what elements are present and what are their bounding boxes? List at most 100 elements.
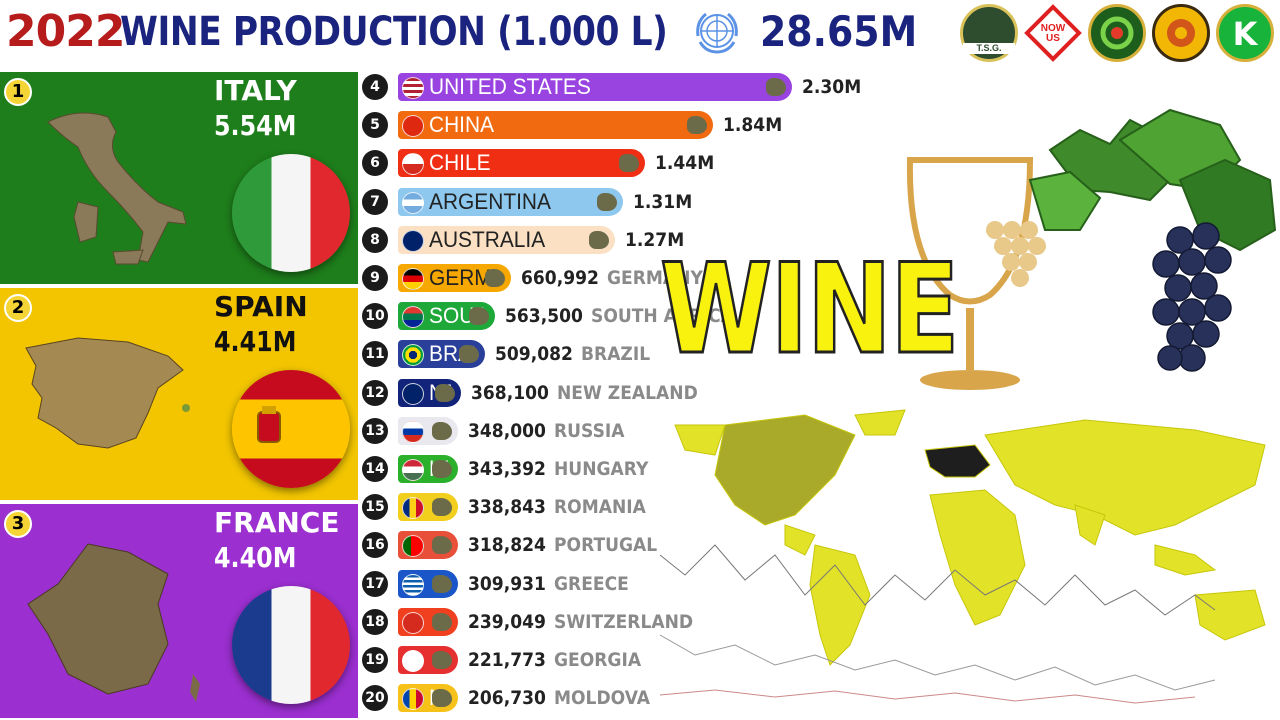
russia-flag-icon <box>402 420 424 443</box>
bar-rank: 15 <box>362 494 388 521</box>
bar-outside-name: GEORGIA <box>554 649 642 671</box>
bar-value: 343,392 <box>468 458 546 480</box>
now-us-logo-text: NOW US <box>1040 23 1066 44</box>
world-map-icon <box>659 409 1266 704</box>
country-shape-icon <box>597 192 617 211</box>
chart-title: WINE PRODUCTION (1.000 L) <box>120 9 668 55</box>
bar-outside-name: PORTUGAL <box>554 534 658 557</box>
bar-value: 309,931 <box>468 572 546 595</box>
yellow-seal-logo[interactable] <box>1152 4 1210 62</box>
wine-headline: WINE <box>659 238 961 382</box>
bar-value: 338,843 <box>468 496 546 519</box>
bar-row: 6 CHILE 1.44M <box>360 146 920 180</box>
country-shape-icon <box>432 498 452 517</box>
romania-flag-icon <box>402 497 424 520</box>
france-flag-icon <box>232 586 350 704</box>
bar-label: AUSTRALIA <box>429 226 546 252</box>
bar-outside-name: BRAZIL <box>581 343 651 366</box>
bar-rank: 6 <box>362 150 388 177</box>
bar-value: 368,100 <box>471 381 549 404</box>
bar-rank: 13 <box>362 417 388 444</box>
bar-label: UNITED STATES <box>429 74 591 99</box>
now-us-logo[interactable]: NOW US <box>1024 4 1082 62</box>
bar-rank: 12 <box>362 379 388 406</box>
bar-united-states <box>398 73 792 101</box>
bar-chile <box>398 149 645 178</box>
un-emblem-icon <box>696 12 738 54</box>
bar-rank: 18 <box>362 608 388 635</box>
country-shape-icon <box>589 230 609 249</box>
bar-value: 1.44M <box>655 152 715 175</box>
bar-rank: 19 <box>362 647 388 673</box>
greece-flag-icon <box>402 573 424 596</box>
country-shape-icon <box>432 574 452 593</box>
chile-flag-icon <box>402 153 424 176</box>
bar-row: 17 309,931 GREECE <box>360 567 920 601</box>
france-map-icon <box>27 543 200 702</box>
bar-value: 1.27M <box>625 228 685 251</box>
k-logo[interactable]: K <box>1216 4 1274 62</box>
bar-value: 348,000 <box>468 419 546 442</box>
bar-row: 8 AUSTRALIA 1.27M <box>360 223 920 257</box>
bar-value: 2.30M <box>802 76 862 98</box>
bar-rank: 20 <box>362 685 388 712</box>
bar-value: 660,992 <box>521 267 599 289</box>
bar-australia <box>398 225 615 254</box>
georgia-flag-icon <box>402 650 424 672</box>
country-shape-icon <box>459 345 479 364</box>
country-shape-icon <box>435 383 455 402</box>
country-shape-icon <box>432 689 452 708</box>
bar-rank: 10 <box>362 303 388 330</box>
country-shape-icon <box>687 116 707 135</box>
bar-value: 1.31M <box>633 190 693 213</box>
hungary-flag-icon <box>402 459 424 481</box>
australia-flag-icon <box>402 229 424 252</box>
brazil-flag-icon <box>402 344 424 367</box>
bar-row: 18 239,049 SWITZERLAND <box>360 605 920 639</box>
podium-country-name: FRANCE <box>214 506 340 539</box>
bar-row: 5 CHINA 1.84M <box>360 108 920 142</box>
bar-rank: 8 <box>362 226 388 253</box>
country-shape-icon <box>432 421 452 440</box>
green-swirl-logo[interactable] <box>1088 4 1146 62</box>
bar-rank: 7 <box>362 188 388 215</box>
podium-country-name: ITALY <box>214 74 297 107</box>
wine-glass-icon <box>906 157 1046 390</box>
bar-value: 509,082 <box>495 343 573 366</box>
tsg-logo-text: T.S.G. <box>963 43 1015 54</box>
bar-label: CHINA <box>429 112 495 138</box>
spain-map-icon <box>25 337 190 449</box>
italy-map-icon <box>47 112 187 265</box>
bar-argentina <box>398 187 623 216</box>
south-africa-flag-icon <box>402 306 424 329</box>
bar-outside-name: NEW ZEALAND <box>557 381 698 404</box>
bar-outside-name: ROMANIA <box>554 496 646 519</box>
bar-row: 13 348,000 RUSSIA <box>360 414 920 448</box>
country-shape-icon <box>432 460 452 478</box>
tsg-logo[interactable]: T.S.G. <box>960 4 1018 62</box>
podium-rank: 1 <box>4 78 32 106</box>
bar-outside-name: MOLDOVA <box>554 687 651 710</box>
podium-country-name: SPAIN <box>214 290 308 323</box>
bar-rank: 14 <box>362 456 388 482</box>
total-value: 28.65M <box>760 7 918 56</box>
bar-outside-name: HUNGARY <box>554 458 649 480</box>
podium-rank: 3 <box>4 510 32 538</box>
podium-country-value: 4.41M <box>214 325 297 358</box>
year-label: 2022 <box>6 6 125 57</box>
k-logo-text: K <box>1232 15 1258 53</box>
bar-value: 239,049 <box>468 610 546 633</box>
country-shape-icon <box>432 651 452 669</box>
bar-outside-name: GERMANY <box>607 267 703 289</box>
bar-label: CHILE <box>429 150 491 176</box>
bar-value: 318,824 <box>468 534 546 557</box>
bar-rank: 4 <box>362 74 388 100</box>
bar-row: 7 ARGENTINA 1.31M <box>360 185 920 219</box>
bar-rank: 16 <box>362 532 388 559</box>
channel-logos: T.S.G. NOW US K <box>960 4 1276 66</box>
china-flag-icon <box>402 115 424 138</box>
